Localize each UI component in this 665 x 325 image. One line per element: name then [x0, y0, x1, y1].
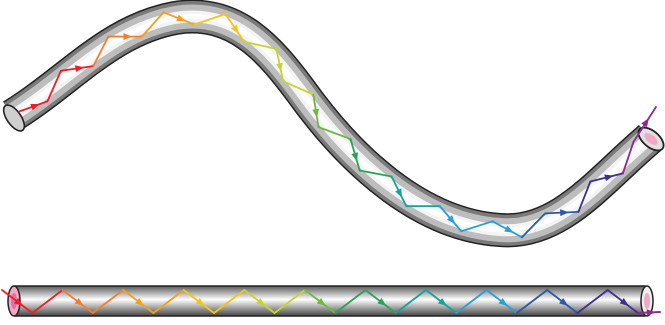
light-ray-arrow-icon: [351, 152, 358, 162]
light-ray-arrow-icon: [176, 14, 186, 22]
light-ray-segment: [358, 169, 393, 178]
light-ray-arrow-icon: [135, 297, 145, 306]
light-ray-segment: [282, 80, 315, 96]
light-ray-arrow-icon: [74, 297, 84, 306]
light-ray-segment: [31, 289, 64, 314]
light-ray-arrow-icon: [75, 65, 85, 73]
light-ray-segment: [460, 220, 494, 233]
light-ray-arrow-icon: [437, 297, 448, 306]
light-ray-segment: [576, 289, 609, 314]
light-ray-segment: [515, 289, 549, 314]
light-ray-arrow-icon: [13, 297, 24, 306]
light-ray-arrow-icon: [559, 297, 569, 306]
light-ray-arrow-icon: [30, 103, 40, 111]
light-ray-arrow-icon: [604, 174, 614, 182]
light-ray-segment: [152, 289, 185, 314]
light-ray-segment: [46, 69, 62, 103]
straight-fiber-right-glow: [644, 293, 650, 309]
straight-fiber: [7, 285, 654, 317]
light-ray-segment: [273, 289, 306, 314]
light-ray-arrow-icon: [646, 309, 656, 316]
light-ray-arrow-icon: [504, 225, 514, 233]
light-ray-arrow-icon: [641, 117, 649, 128]
light-ray-segment: [92, 35, 110, 68]
light-ray-arrow-icon: [312, 108, 319, 118]
light-ray-arrow-icon: [256, 297, 266, 306]
light-ray-segment: [317, 126, 352, 140]
light-ray-arrow-icon: [619, 297, 629, 306]
light-ray-segment: [394, 289, 427, 314]
light-ray-arrow-icon: [446, 215, 456, 225]
light-ray-arrow-icon: [377, 297, 387, 306]
light-ray-segment: [140, 11, 165, 38]
light-ray-segment: [577, 180, 592, 213]
light-ray-segment: [455, 289, 488, 314]
light-ray-segment: [521, 212, 547, 239]
curved-fiber-left-end: [2, 104, 26, 132]
light-ray-segment: [213, 289, 246, 314]
light-ray-arrow-icon: [498, 297, 508, 306]
curved-fiber-right-glow: [644, 133, 658, 145]
light-ray-arrow-icon: [276, 62, 283, 72]
light-ray-segment: [91, 289, 125, 314]
light-ray-segment: [622, 140, 635, 175]
light-ray-arrow-icon: [123, 33, 133, 40]
light-ray-arrow-icon: [231, 24, 239, 34]
curved-fiber: [2, 0, 665, 248]
light-ray-arrow-icon: [560, 209, 570, 217]
light-ray-segment: [334, 289, 367, 314]
light-ray-segment: [243, 40, 278, 50]
light-ray-arrow-icon: [195, 297, 205, 306]
straight-light-ray: [1, 289, 661, 316]
curved-light-ray: [17, 11, 657, 239]
light-ray-segment: [193, 13, 227, 26]
curved-fiber-sheen: [10, 14, 652, 233]
light-ray-arrow-icon: [395, 188, 403, 198]
light-ray-arrow-icon: [316, 297, 326, 306]
